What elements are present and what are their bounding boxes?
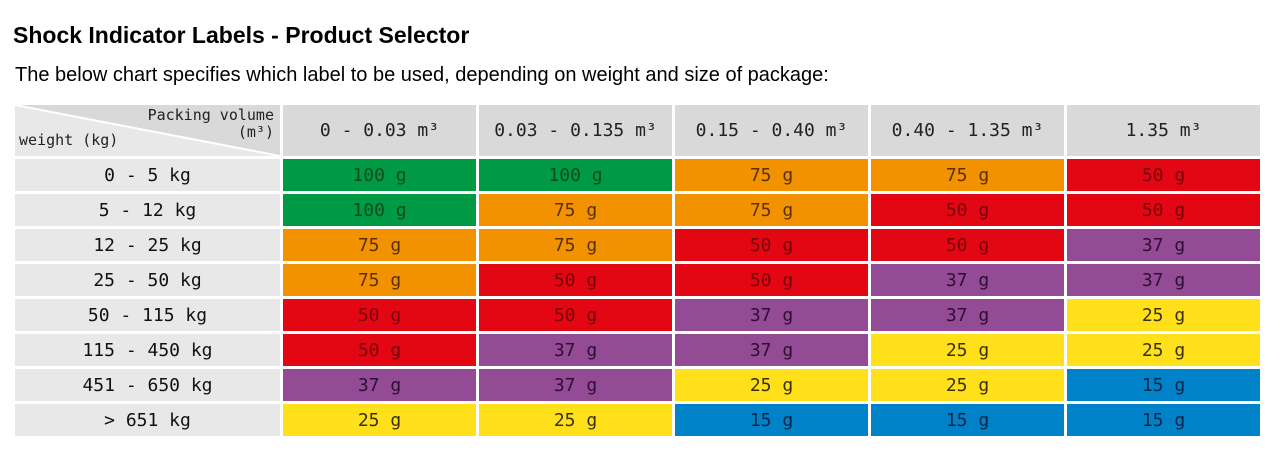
label-cell: 25 g: [283, 404, 476, 436]
row-header: 50 - 115 kg: [15, 299, 280, 331]
label-cell: 25 g: [1067, 299, 1260, 331]
label-cell: 25 g: [871, 369, 1064, 401]
column-header: 1.35 m³: [1067, 105, 1260, 156]
label-cell: 100 g: [283, 159, 476, 191]
label-cell: 50 g: [283, 334, 476, 366]
label-cell: 37 g: [871, 264, 1064, 296]
label-cell: 50 g: [479, 299, 672, 331]
label-cell: 15 g: [871, 404, 1064, 436]
row-header: 115 - 450 kg: [15, 334, 280, 366]
label-cell: 50 g: [675, 229, 868, 261]
label-cell: 75 g: [479, 229, 672, 261]
label-cell: 50 g: [871, 194, 1064, 226]
diagonal-divider: [15, 105, 280, 156]
label-cell: 50 g: [1067, 194, 1260, 226]
label-cell: 50 g: [479, 264, 672, 296]
table-corner-header: Packing volume (m³) weight (kg): [15, 105, 280, 156]
row-header: 12 - 25 kg: [15, 229, 280, 261]
label-cell: 37 g: [283, 369, 476, 401]
packing-volume-unit: (m³): [237, 123, 274, 141]
label-cell: 50 g: [283, 299, 476, 331]
row-header: 451 - 650 kg: [15, 369, 280, 401]
column-header: 0.40 - 1.35 m³: [871, 105, 1064, 156]
page-title: Shock Indicator Labels - Product Selecto…: [13, 22, 470, 48]
label-cell: 50 g: [1067, 159, 1260, 191]
label-cell: 37 g: [675, 299, 868, 331]
label-cell: 75 g: [283, 229, 476, 261]
label-cell: 75 g: [675, 194, 868, 226]
row-header: > 651 kg: [15, 404, 280, 436]
label-cell: 75 g: [871, 159, 1064, 191]
label-cell: 100 g: [283, 194, 476, 226]
label-cell: 25 g: [675, 369, 868, 401]
column-header: 0.03 - 0.135 m³: [479, 105, 672, 156]
label-cell: 37 g: [1067, 264, 1260, 296]
page-subtitle: The below chart specifies which label to…: [15, 64, 829, 86]
label-cell: 25 g: [1067, 334, 1260, 366]
label-cell: 25 g: [479, 404, 672, 436]
label-cell: 75 g: [675, 159, 868, 191]
label-cell: 37 g: [479, 334, 672, 366]
weight-label: weight (kg): [19, 131, 119, 149]
label-cell: 37 g: [479, 369, 672, 401]
label-cell: 75 g: [479, 194, 672, 226]
label-cell: 15 g: [1067, 369, 1260, 401]
label-cell: 37 g: [675, 334, 868, 366]
column-header: 0 - 0.03 m³: [283, 105, 476, 156]
label-cell: 15 g: [1067, 404, 1260, 436]
label-cell: 37 g: [1067, 229, 1260, 261]
packing-volume-text: Packing volume: [147, 106, 274, 124]
row-header: 5 - 12 kg: [15, 194, 280, 226]
packing-volume-label: Packing volume (m³): [148, 107, 274, 141]
label-cell: 50 g: [675, 264, 868, 296]
row-header: 0 - 5 kg: [15, 159, 280, 191]
label-cell: 100 g: [479, 159, 672, 191]
product-selector-table: Packing volume (m³) weight (kg) 0 - 0.03 …: [15, 105, 1260, 436]
column-header: 0.15 - 0.40 m³: [675, 105, 868, 156]
row-header: 25 - 50 kg: [15, 264, 280, 296]
label-cell: 25 g: [871, 334, 1064, 366]
label-cell: 75 g: [283, 264, 476, 296]
label-cell: 50 g: [871, 229, 1064, 261]
label-cell: 37 g: [871, 299, 1064, 331]
label-cell: 15 g: [675, 404, 868, 436]
